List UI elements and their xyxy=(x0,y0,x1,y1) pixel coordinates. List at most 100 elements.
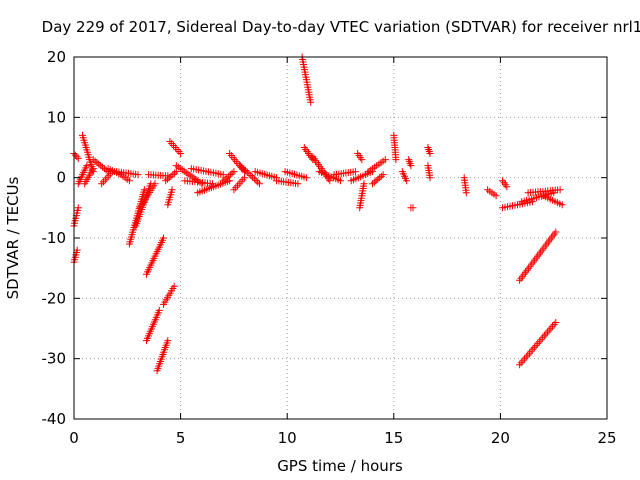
series-arc-43 xyxy=(369,171,387,188)
series-arc-53 xyxy=(499,198,536,212)
series-arc-58 xyxy=(516,319,560,369)
chart-title: Day 229 of 2017, Sidereal Day-to-day VTE… xyxy=(42,18,640,36)
plus-marker xyxy=(398,168,411,185)
series-arc-25 xyxy=(187,165,227,179)
axis-ticks: 0 5 10 15 20 25 -40 -30 -20 -10 0 10 20 xyxy=(42,48,617,447)
series-arc-51 xyxy=(484,186,500,200)
x-tick-label: 10 xyxy=(278,429,297,447)
plus-marker xyxy=(390,131,400,164)
plus-marker xyxy=(309,153,334,185)
series-arc-41 xyxy=(356,180,368,212)
y-tick-label: 0 xyxy=(56,169,66,187)
plus-marker xyxy=(143,306,163,345)
plus-marker xyxy=(330,168,359,179)
x-tick-label: 15 xyxy=(384,429,403,447)
series-arc-57 xyxy=(516,228,560,284)
series-arc-50 xyxy=(460,174,470,197)
plus-marker xyxy=(117,171,133,185)
series-arc-23 xyxy=(172,162,206,188)
y-tick-label: -10 xyxy=(42,229,67,247)
plus-marker xyxy=(298,53,315,106)
series-arc-55 xyxy=(524,186,564,197)
plus-marker xyxy=(230,174,249,194)
plus-marker xyxy=(164,186,176,209)
plus-marker xyxy=(484,186,500,200)
series-arc-47 xyxy=(407,204,417,212)
plus-marker xyxy=(369,171,387,188)
series-arc-46 xyxy=(405,156,415,170)
series-arc-34 xyxy=(298,53,315,106)
series-arc-31 xyxy=(251,168,280,182)
plus-marker xyxy=(424,162,434,182)
plus-marker xyxy=(405,156,415,170)
plus-marker xyxy=(516,228,560,284)
series-arc-14 xyxy=(136,180,159,212)
plus-marker xyxy=(354,150,366,164)
plus-marker xyxy=(219,168,238,185)
x-tick-label: 5 xyxy=(176,429,186,447)
plus-marker xyxy=(172,162,206,188)
series-arc-11 xyxy=(117,171,133,185)
data-points xyxy=(70,53,566,375)
plus-marker xyxy=(160,282,178,308)
series-arc-30 xyxy=(236,162,263,188)
y-tick-label: -30 xyxy=(42,350,67,368)
plus-marker xyxy=(407,204,417,212)
series-arc-52 xyxy=(499,177,511,191)
series-arc-17 xyxy=(143,306,163,345)
plus-marker xyxy=(153,337,172,375)
series-arc-21 xyxy=(164,186,176,209)
y-tick-label: -40 xyxy=(42,410,67,428)
plus-marker xyxy=(356,180,368,212)
plus-marker xyxy=(524,186,564,197)
plus-marker xyxy=(539,192,566,209)
plus-marker xyxy=(281,168,310,182)
x-axis-label: GPS time / hours xyxy=(277,457,403,475)
series-arc-49 xyxy=(424,162,434,182)
x-tick-label: 0 xyxy=(69,429,79,447)
series-arc-22 xyxy=(166,138,185,157)
plus-marker xyxy=(499,198,536,212)
plus-marker xyxy=(315,168,344,185)
plus-marker xyxy=(181,177,217,188)
series-arc-44 xyxy=(390,131,400,164)
series-arc-03 xyxy=(70,150,82,162)
plus-marker xyxy=(460,174,470,197)
series-arc-40 xyxy=(354,150,366,164)
series-arc-56 xyxy=(539,192,566,209)
plus-marker xyxy=(236,162,263,188)
series-arc-38 xyxy=(330,168,359,179)
y-tick-label: 20 xyxy=(47,48,66,66)
series-arc-04 xyxy=(74,162,91,188)
plot-frame xyxy=(73,56,608,420)
grid-lines xyxy=(74,57,607,419)
y-tick-label: 10 xyxy=(47,108,66,126)
series-arc-29 xyxy=(230,174,249,194)
plus-marker xyxy=(251,168,280,182)
plus-marker xyxy=(424,144,434,157)
plus-marker xyxy=(166,138,185,157)
plus-marker xyxy=(70,150,82,162)
y-axis-label: SDTVAR / TECUs xyxy=(4,176,22,299)
y-tick-label: -20 xyxy=(42,289,67,307)
plus-marker xyxy=(74,162,91,188)
series-arc-16 xyxy=(143,234,167,278)
series-arc-48 xyxy=(424,144,434,157)
series-arc-06 xyxy=(81,165,97,188)
series-arc-27 xyxy=(219,168,238,185)
plus-marker xyxy=(516,319,560,369)
plus-marker xyxy=(364,156,389,176)
series-arc-32 xyxy=(273,177,302,188)
series-arc-01 xyxy=(70,246,81,266)
series-arc-42 xyxy=(364,156,389,176)
series-arc-45 xyxy=(398,168,411,185)
plus-marker xyxy=(136,180,159,212)
plus-marker xyxy=(162,168,180,185)
x-tick-label: 20 xyxy=(491,429,510,447)
plus-marker xyxy=(70,246,81,266)
series-arc-02 xyxy=(70,204,82,230)
plus-marker xyxy=(81,165,97,188)
series-arc-20 xyxy=(162,168,180,185)
series-arc-18 xyxy=(153,337,172,375)
